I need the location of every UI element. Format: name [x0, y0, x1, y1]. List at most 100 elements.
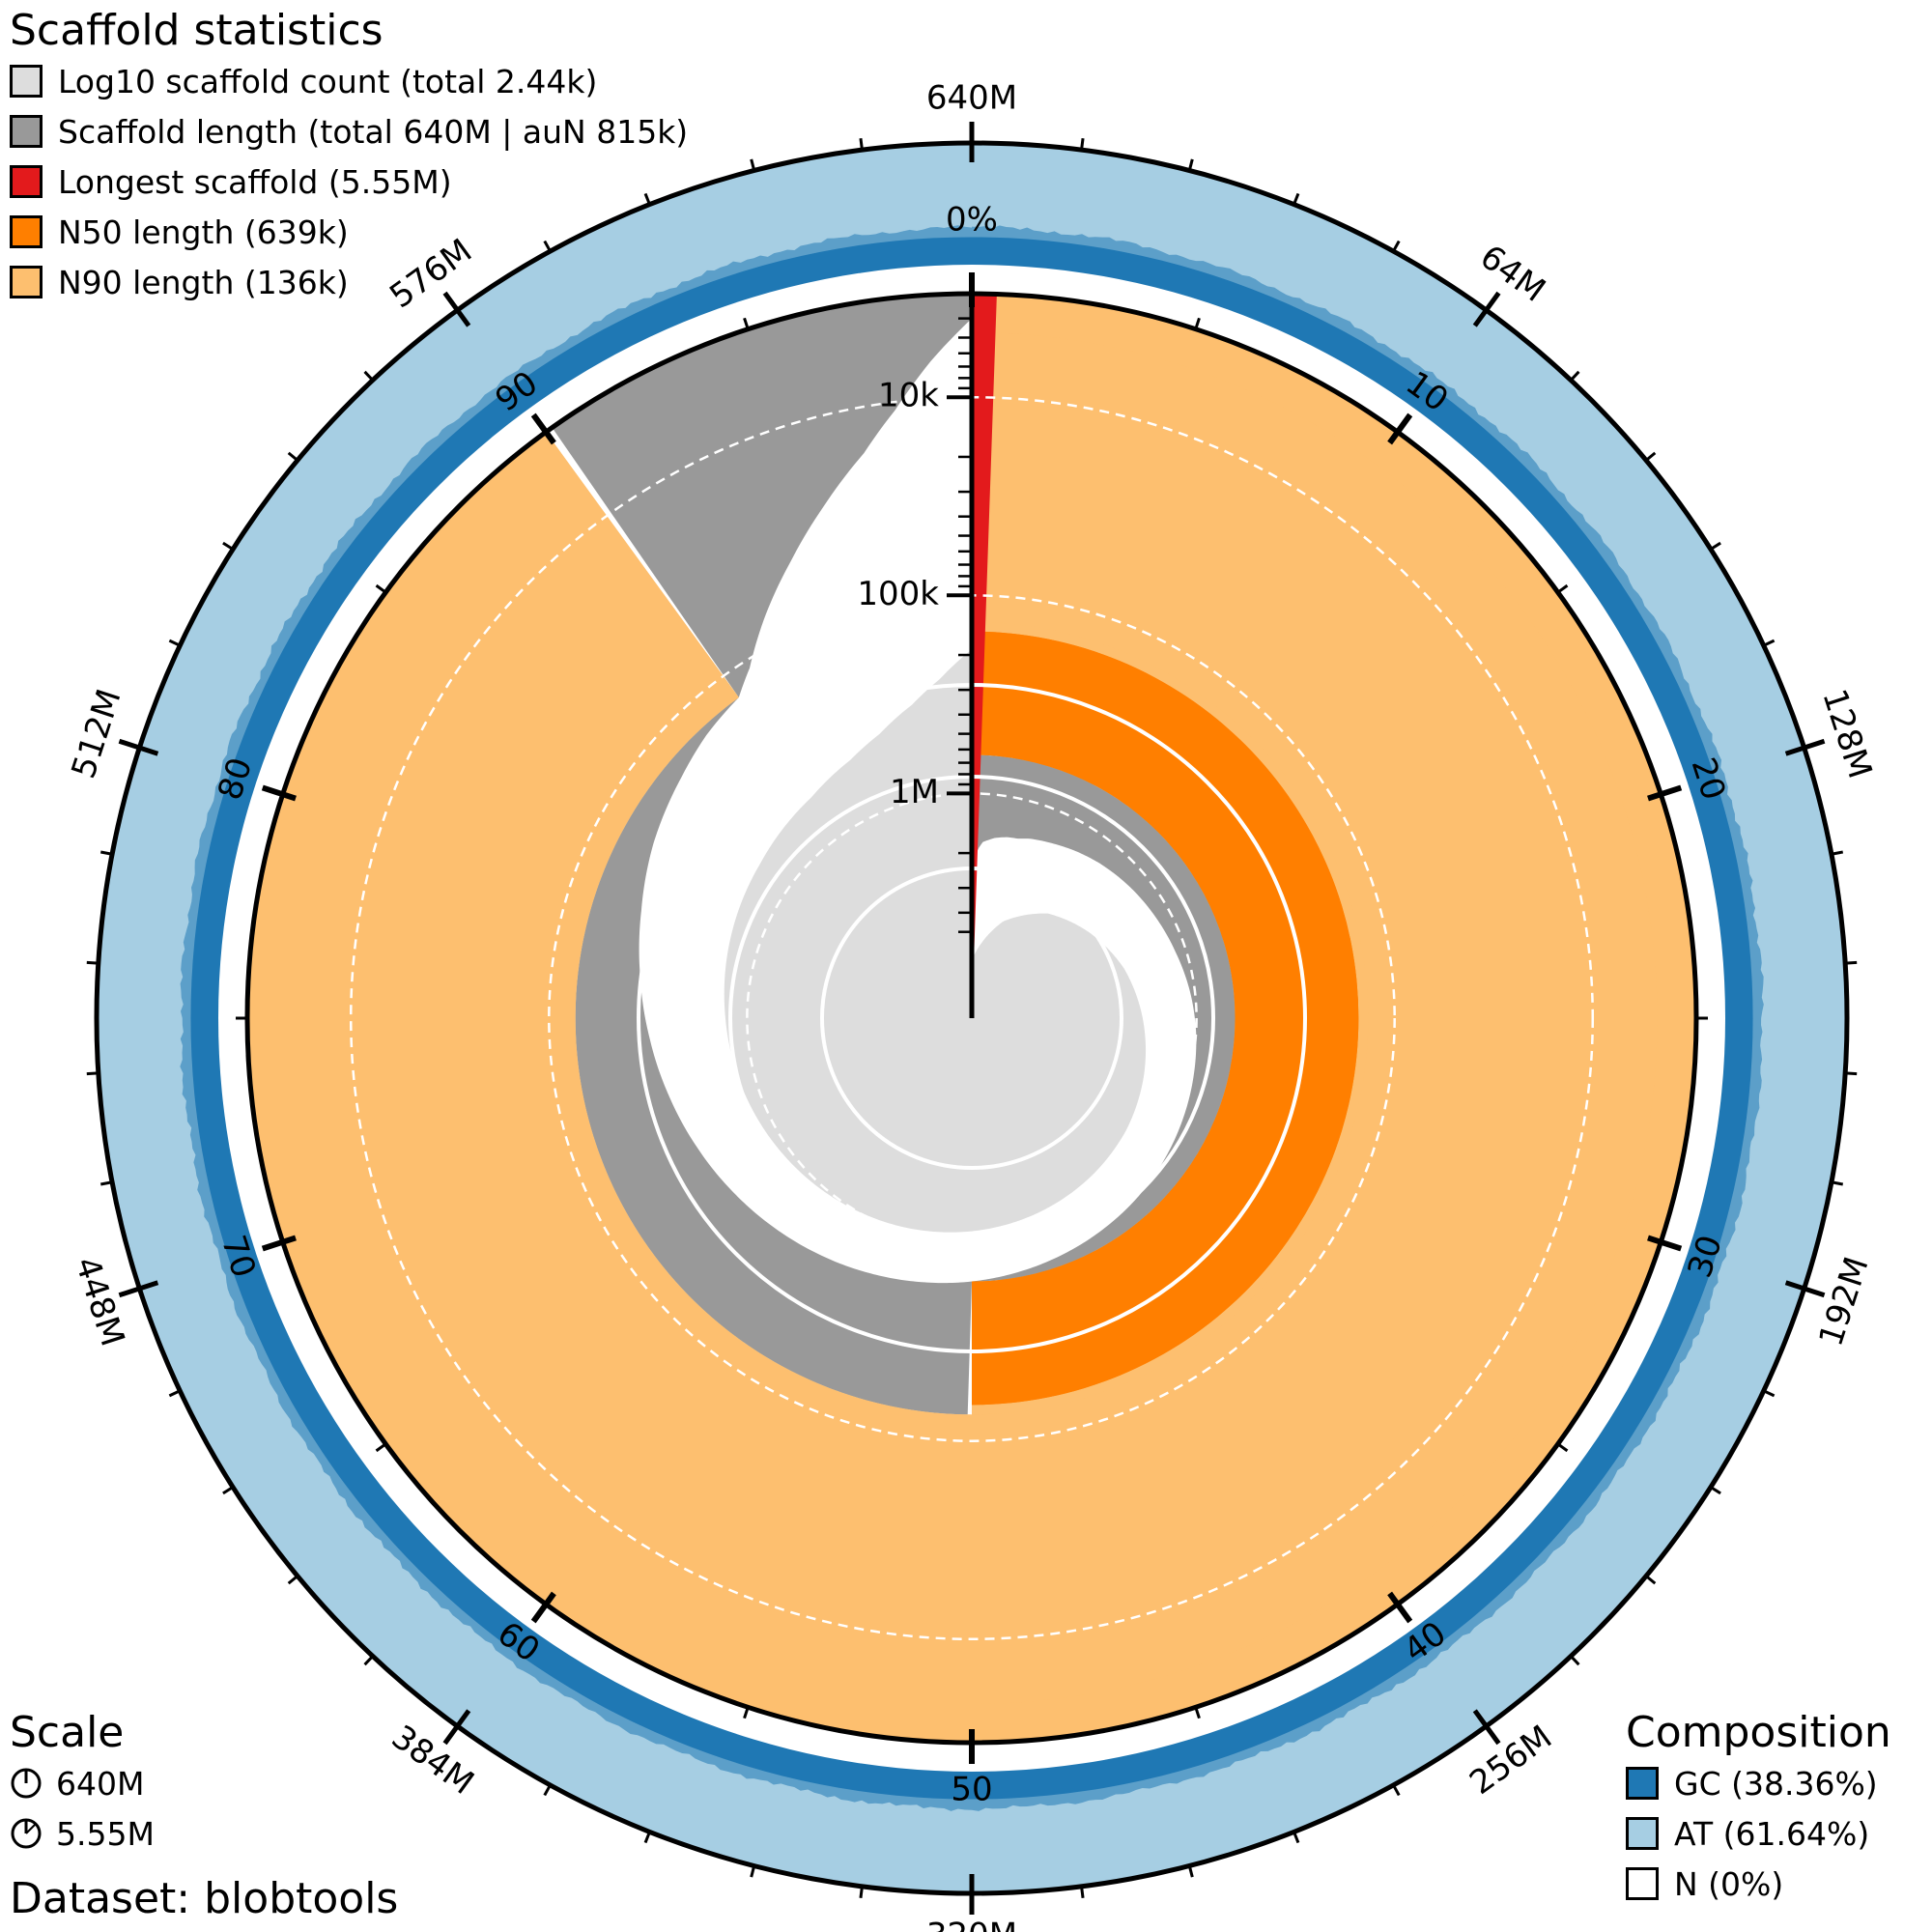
- percent-tick: [743, 317, 750, 330]
- length-tick: [1293, 192, 1300, 206]
- percent-tick: [1387, 1591, 1413, 1624]
- length-tick: [1763, 639, 1776, 647]
- length-tick: [86, 960, 99, 965]
- length-tick: [1710, 1486, 1721, 1495]
- length-tick: [1472, 1709, 1501, 1746]
- length-tick: [222, 1486, 234, 1495]
- composition-label: GC (38.36%): [1674, 1764, 1878, 1803]
- scale-radius-icon: [11, 1818, 42, 1849]
- radial-tick-label: 100k: [857, 575, 939, 613]
- length-tick: [750, 158, 756, 171]
- length-tick: [1831, 850, 1844, 856]
- length-tick: [1570, 1655, 1580, 1666]
- length-tick: [1392, 1784, 1401, 1797]
- length-tick: [363, 1655, 374, 1666]
- legend-item-count: Log10 scaffold count (total 2.44k): [10, 56, 688, 106]
- length-tick: [1645, 451, 1657, 462]
- length-tick-label: 320M: [926, 1917, 1017, 1932]
- composition-legend: Composition GC (38.36%) AT (61.64%) N (0…: [1626, 1708, 1891, 1909]
- legend-swatch: [10, 65, 43, 98]
- composition-item-at: AT (61.64%): [1626, 1808, 1891, 1859]
- scale-item-longest: 5.55M: [10, 1808, 155, 1859]
- n90-overlay: [246, 294, 1696, 1743]
- length-tick: [363, 370, 374, 382]
- legend-label: N90 length (136k): [58, 263, 349, 301]
- percent-tick: [1556, 1442, 1569, 1453]
- length-tick: [168, 1389, 181, 1398]
- legend-swatch: [10, 215, 43, 248]
- length-tick: [1645, 1575, 1657, 1585]
- percent-tick: [1556, 583, 1569, 594]
- length-tick: [543, 240, 552, 252]
- legend-swatch: [10, 115, 43, 148]
- legend-label: N50 length (639k): [58, 213, 349, 251]
- length-tick: [1784, 1280, 1826, 1298]
- length-tick-label: 128M: [1814, 685, 1879, 783]
- radial-tick-label: 10k: [878, 377, 939, 415]
- composition-title: Composition: [1626, 1708, 1891, 1757]
- legend-swatch: [10, 266, 43, 298]
- percent-tick: [1194, 317, 1201, 330]
- percent-tick: [1647, 784, 1683, 802]
- length-tick: [1392, 240, 1401, 252]
- composition-label: AT (61.64%): [1674, 1814, 1870, 1853]
- length-tick: [99, 850, 113, 856]
- composition-swatch: [1626, 1817, 1659, 1850]
- length-tick: [222, 541, 234, 551]
- percent-tick: [375, 1442, 387, 1453]
- length-tick: [750, 1865, 756, 1878]
- legend-item-longest: Longest scaffold (5.55M): [10, 156, 688, 207]
- length-tick-label: 512M: [65, 685, 129, 783]
- length-tick: [1845, 960, 1858, 965]
- percent-tick-label: 50: [951, 1771, 992, 1809]
- length-tick: [643, 192, 651, 206]
- percent-tick: [1387, 412, 1413, 445]
- length-tick: [1784, 738, 1826, 756]
- length-tick: [1763, 1389, 1776, 1398]
- length-tick: [543, 1784, 552, 1797]
- dataset-label: Dataset: blobtools: [10, 1874, 399, 1923]
- scaffold-length-area: [552, 294, 1236, 1415]
- scaffold-count-spiral: [724, 649, 1147, 1233]
- length-tick: [118, 1280, 159, 1298]
- length-tick: [118, 738, 159, 756]
- length-tick-label: 192M: [1811, 1252, 1876, 1350]
- scaffold-statistics-legend: Scaffold statistics Log10 scaffold count…: [10, 6, 688, 307]
- legend-label: Longest scaffold (5.55M): [58, 162, 452, 201]
- length-tick: [1710, 541, 1721, 551]
- length-tick-label: 640M: [926, 79, 1017, 118]
- length-tick: [287, 1575, 298, 1585]
- legend-item-length: Scaffold length (total 640M | auN 815k): [10, 106, 688, 156]
- percent-tick: [261, 784, 297, 802]
- length-tick: [859, 1886, 864, 1898]
- legend-label: Scaffold length (total 640M | auN 815k): [58, 112, 689, 151]
- length-tick: [86, 1071, 99, 1076]
- scale-label: 640M: [56, 1764, 145, 1803]
- percent-tick: [1194, 1706, 1201, 1719]
- legend-swatch: [10, 165, 43, 198]
- scale-title: Scale: [10, 1708, 125, 1757]
- length-tick: [442, 291, 471, 327]
- legend-item-n50: N50 length (639k): [10, 207, 688, 257]
- percent-tick: [1647, 1235, 1683, 1252]
- composition-swatch: [1626, 1767, 1659, 1800]
- percent-tick: [530, 1591, 556, 1624]
- length-tick: [442, 1709, 471, 1746]
- percent-tick: [530, 412, 556, 445]
- percent-tick-label: 0%: [946, 201, 998, 240]
- plot-body: [246, 294, 1696, 1743]
- length-tick: [168, 639, 181, 647]
- legend-label: Log10 scaffold count (total 2.44k): [58, 62, 598, 100]
- length-tick: [1472, 291, 1501, 327]
- length-tick: [287, 451, 298, 462]
- percent-tick: [743, 1706, 750, 1719]
- composition-item-n: N (0%): [1626, 1859, 1891, 1909]
- length-tick: [1293, 1831, 1300, 1844]
- length-tick: [1187, 1865, 1194, 1878]
- legend-item-n90: N90 length (136k): [10, 257, 688, 307]
- percent-tick: [261, 1235, 297, 1252]
- length-tick: [1845, 1071, 1858, 1076]
- length-tick: [859, 138, 864, 151]
- scale-item-total: 640M: [10, 1758, 155, 1808]
